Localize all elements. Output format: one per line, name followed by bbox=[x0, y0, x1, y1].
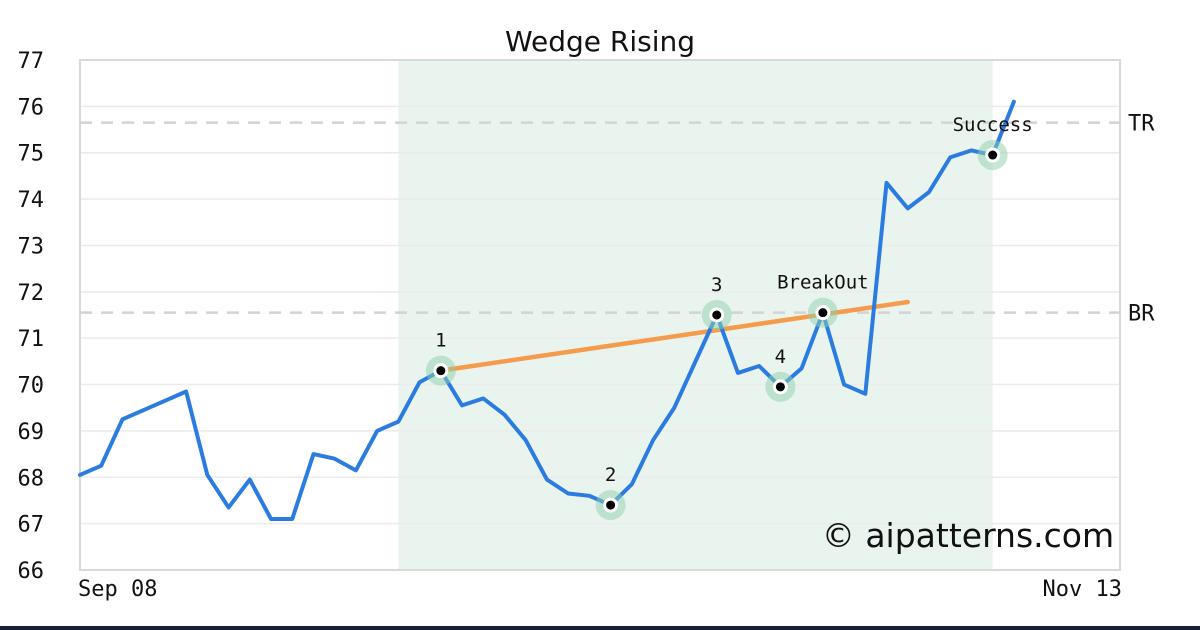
marker-3 bbox=[701, 300, 732, 330]
marker-4 bbox=[765, 371, 796, 402]
y-tick-67: 67 bbox=[18, 513, 45, 538]
marker-breakout bbox=[807, 297, 838, 328]
y-tick-72: 72 bbox=[18, 281, 45, 306]
y-tick-70: 70 bbox=[18, 374, 45, 399]
chart-title: Wedge Rising bbox=[505, 25, 695, 58]
annotation-label-4: 4 bbox=[775, 346, 786, 368]
y-tick-74: 74 bbox=[18, 188, 45, 213]
shaded-region bbox=[398, 60, 993, 570]
annotation-labels: 1 2 3 4 BreakOut Success bbox=[435, 114, 1033, 486]
y-tick-66: 66 bbox=[18, 559, 45, 584]
pattern-markers bbox=[425, 140, 1008, 521]
y-tick-71: 71 bbox=[18, 327, 45, 352]
annotation-label-success: Success bbox=[953, 114, 1033, 136]
annotation-label-3: 3 bbox=[711, 274, 722, 296]
watermark: © aipatterns.com bbox=[822, 516, 1114, 555]
y-tick-77: 77 bbox=[18, 49, 45, 74]
marker-success bbox=[977, 140, 1008, 171]
hline-label-tr: TR bbox=[1128, 112, 1155, 137]
annotation-label-2: 2 bbox=[605, 464, 616, 486]
y-tick-75: 75 bbox=[18, 142, 45, 167]
marker-2 bbox=[595, 490, 626, 521]
y-tick-69: 69 bbox=[18, 420, 45, 445]
x-axis-tick-labels: Sep 08 Nov 13 bbox=[78, 577, 1122, 602]
hline-label-br: BR bbox=[1128, 302, 1155, 327]
annotation-label-breakout: BreakOut bbox=[777, 272, 869, 294]
x-tick-1: Nov 13 bbox=[1043, 577, 1122, 602]
gridlines bbox=[80, 105, 1120, 525]
plot-border bbox=[79, 59, 1121, 571]
footer-bar bbox=[0, 626, 1200, 630]
marker-1 bbox=[425, 355, 456, 386]
y-tick-68: 68 bbox=[18, 466, 45, 491]
resistance-lines: TR BR bbox=[80, 112, 1155, 327]
price-line bbox=[78, 99, 1016, 521]
y-tick-73: 73 bbox=[18, 234, 45, 259]
annotation-label-1: 1 bbox=[435, 330, 446, 352]
x-tick-0: Sep 08 bbox=[78, 577, 157, 602]
y-axis-tick-labels: 66 67 68 69 70 71 72 73 74 75 76 77 bbox=[18, 49, 45, 584]
y-tick-76: 76 bbox=[18, 95, 45, 120]
